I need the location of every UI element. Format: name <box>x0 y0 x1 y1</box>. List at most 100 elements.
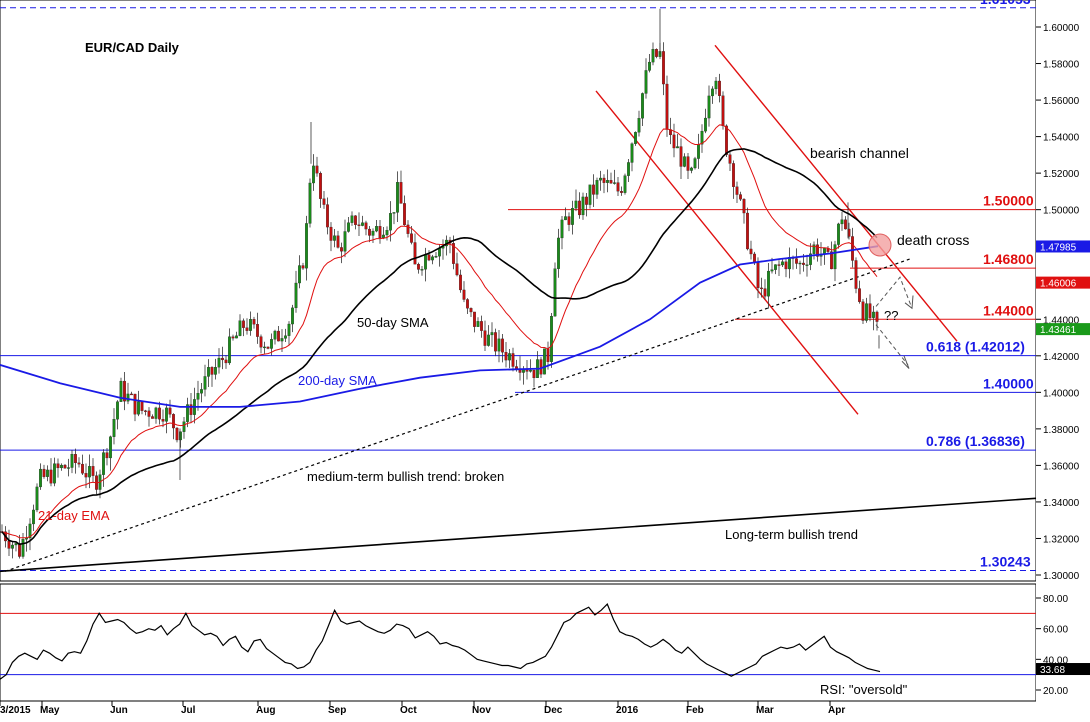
candle-body <box>39 468 42 488</box>
sma50-label: 50-day SMA <box>357 315 429 330</box>
candle-body <box>333 235 336 241</box>
price-tick-label: 1.32000 <box>1043 534 1080 545</box>
rsi-tick-label: 20.00 <box>1043 686 1068 697</box>
candle-body <box>238 320 242 336</box>
candle-body <box>613 182 616 184</box>
date-axis: 3/2015 May Jun Jul Aug Sep Oct Nov Dec 2016 Feb Mar… <box>0 701 845 716</box>
candle-body <box>137 401 140 415</box>
candle-body <box>672 134 676 149</box>
candle-body <box>872 311 875 318</box>
level-label: 1.44000 <box>983 302 1034 318</box>
candle-body <box>434 256 438 258</box>
projection-up-path <box>875 276 913 309</box>
candle-body <box>809 253 812 265</box>
price-axis-area <box>1036 0 1090 717</box>
date-tick-label: Jul <box>181 705 196 716</box>
candle-body <box>805 264 809 266</box>
rsi-panel-frame <box>0 583 1037 702</box>
candle-body <box>560 219 564 239</box>
price-tick-label: 1.50000 <box>1043 206 1080 217</box>
candle-body <box>46 469 49 477</box>
candle-body <box>350 215 354 223</box>
candle-body <box>354 215 357 225</box>
candle-body <box>158 407 161 420</box>
candle-body <box>602 177 606 183</box>
candle-body <box>361 222 364 226</box>
candle-body <box>851 236 854 261</box>
candle-body <box>74 454 77 464</box>
candle-body <box>683 156 686 167</box>
projection-down-path <box>875 324 909 366</box>
candle-body <box>606 180 609 183</box>
candle-body <box>151 416 154 419</box>
candle-body <box>210 367 214 375</box>
candle-body <box>459 274 462 291</box>
candle-body <box>298 265 301 284</box>
candle-body <box>417 263 420 270</box>
candle-body <box>123 380 126 402</box>
rsi-line <box>0 603 881 680</box>
candle-body <box>567 216 571 225</box>
date-tick-label: Sep <box>328 705 346 716</box>
candle-body <box>336 235 340 248</box>
candle-body <box>718 80 721 96</box>
candle-body <box>770 269 774 272</box>
candle-body <box>539 359 543 375</box>
candle-body <box>49 469 53 484</box>
candle-body <box>529 369 532 372</box>
medium-trend-label: medium-term bullish trend: broken <box>307 469 504 484</box>
price-tick-label: 1.44000 <box>1043 315 1080 326</box>
candle-body <box>35 486 39 511</box>
candle-body <box>777 264 781 266</box>
candle-body <box>788 257 791 270</box>
candle-body <box>609 180 613 184</box>
candle-body <box>665 83 669 130</box>
candle-body <box>196 393 200 400</box>
candle-body <box>732 163 735 187</box>
candle-body <box>588 184 592 205</box>
candle-body <box>399 182 403 204</box>
candle-body <box>735 186 739 195</box>
candle-body <box>858 288 861 302</box>
candle-body <box>224 359 228 364</box>
candle-body <box>469 308 473 313</box>
candle-body <box>280 338 284 342</box>
rsi-tick-label: 80.00 <box>1043 594 1068 605</box>
level-label: 1.30243 <box>980 554 1031 570</box>
candle-body <box>7 540 11 549</box>
candle-body <box>543 348 546 375</box>
candle-body <box>840 219 844 225</box>
candle-body <box>707 95 711 119</box>
candle-body <box>375 226 378 232</box>
candle-body <box>749 248 753 255</box>
channel-upper-line <box>714 44 958 342</box>
candle-body <box>634 132 637 144</box>
price-tick-label: 1.56000 <box>1043 96 1080 107</box>
candle-body <box>704 117 707 132</box>
candle-body <box>455 263 459 276</box>
candle-body <box>854 260 858 289</box>
candle-body <box>403 203 406 226</box>
price-tick-label: 1.52000 <box>1043 169 1080 180</box>
candle-body <box>644 70 648 94</box>
candle-body <box>697 144 700 159</box>
candle-body <box>200 389 203 394</box>
date-tick-label: 3/2015 <box>0 705 31 716</box>
candle-body <box>553 268 557 317</box>
candle-body <box>179 431 182 441</box>
rsi-tick-label: 60.00 <box>1043 625 1068 636</box>
date-tick-label: Aug <box>256 705 275 716</box>
date-tick-label: Dec <box>544 705 563 716</box>
death-cross-marker <box>868 233 892 257</box>
date-tick-label: Mar <box>756 705 774 716</box>
candle-body <box>84 473 88 478</box>
candle-body <box>329 226 333 241</box>
price-tick-label: 1.30000 <box>1043 571 1080 582</box>
candle-body <box>217 357 221 368</box>
candle-body <box>301 265 305 269</box>
price-tick-label: 1.42000 <box>1043 352 1080 363</box>
candle-body <box>252 319 256 325</box>
ema21-label: 21-day EMA <box>38 508 110 523</box>
